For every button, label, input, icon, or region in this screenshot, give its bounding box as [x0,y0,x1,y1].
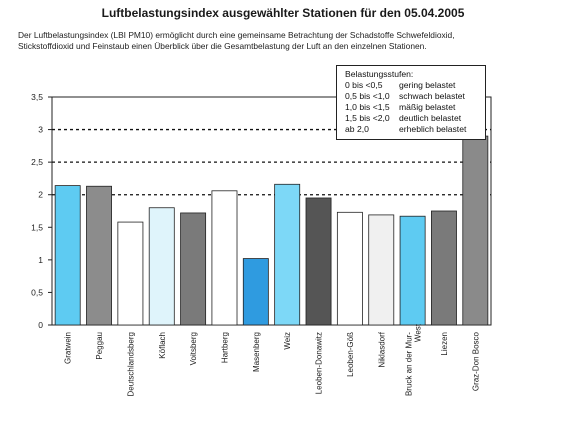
y-tick-label: 1 [38,255,43,265]
x-tick-label: Voitsberg [189,332,198,365]
bar-13 [431,210,457,326]
x-tick-label: Hartberg [220,332,229,363]
y-tick-label: 3,5 [31,92,43,102]
x-tick-label: Weiz [283,332,292,350]
bar-6 [211,190,238,326]
legend-row: 0,5 bis <1,0 schwach belastet [345,91,485,102]
legend-range: 1,0 bis <1,5 [345,102,390,112]
bar-10 [336,211,363,326]
legend-label: erheblich belastet [399,124,467,134]
legend-title: Belastungsstufen: [345,69,414,79]
y-tick-label: 3 [38,125,43,135]
y-tick-label: 2,5 [31,157,43,167]
legend-row: 0 bis <0,5 gering belastet [345,80,485,91]
y-tick-label: 0 [38,320,43,330]
y-tick-label: 0,5 [31,287,43,297]
legend-range: ab 2,0 [345,124,369,134]
x-tick-label: Masenberg [252,332,261,372]
x-tick-label: Köflach [158,332,167,359]
x-tick-label: Deutschlandsberg [126,332,135,396]
legend-range: 0,5 bis <1,0 [345,91,390,101]
legend-range: 1,5 bis <2,0 [345,113,390,123]
y-tick-label: 2 [38,190,43,200]
bar-14 [462,135,489,326]
bar-12 [399,215,426,326]
x-tick-label: Graz-Don Bosco [471,331,480,391]
legend-label: gering belastet [399,80,456,90]
legend-range: 0 bis <0,5 [345,80,383,90]
x-tick-label: Niklasdorf [377,331,386,367]
x-tick-label: Leoben-Göß [346,332,355,377]
bar-11 [368,214,395,326]
bar-9 [305,197,332,326]
x-tick-label: Bruck an der Mur-West [405,323,423,396]
legend-row: 1,0 bis <1,5 mäßig belastet [345,102,485,113]
chart-title: Luftbelastungsindex ausgewählter Station… [101,6,465,20]
bar-3 [117,221,144,326]
legend-row: ab 2,0 erheblich belastet [345,124,485,135]
bar-7 [242,258,269,326]
chart-description: Der Luftbelastungsindex (LBI PM10) ermög… [18,30,455,51]
x-tick-label: Gratwein [64,332,73,364]
legend-label: schwach belastet [399,91,465,101]
bar-5 [180,212,207,326]
legend-box: Belastungsstufen: 0 bis <0,5 gering bela… [336,65,486,140]
bar-1 [54,185,81,326]
legend-label: deutlich belastet [399,113,462,123]
bar-4 [148,207,175,326]
x-tick-label: Liezen [440,332,449,356]
x-tick-label: Leoben-Donawitz [315,332,324,394]
bar-8 [274,183,301,326]
legend-row: 1,5 bis <2,0 deutlich belastet [345,113,485,124]
legend-label: mäßig belastet [399,102,456,112]
y-tick-label: 1,5 [31,222,43,232]
bar-2 [86,185,112,326]
x-tick-label: Peggau [95,332,104,360]
